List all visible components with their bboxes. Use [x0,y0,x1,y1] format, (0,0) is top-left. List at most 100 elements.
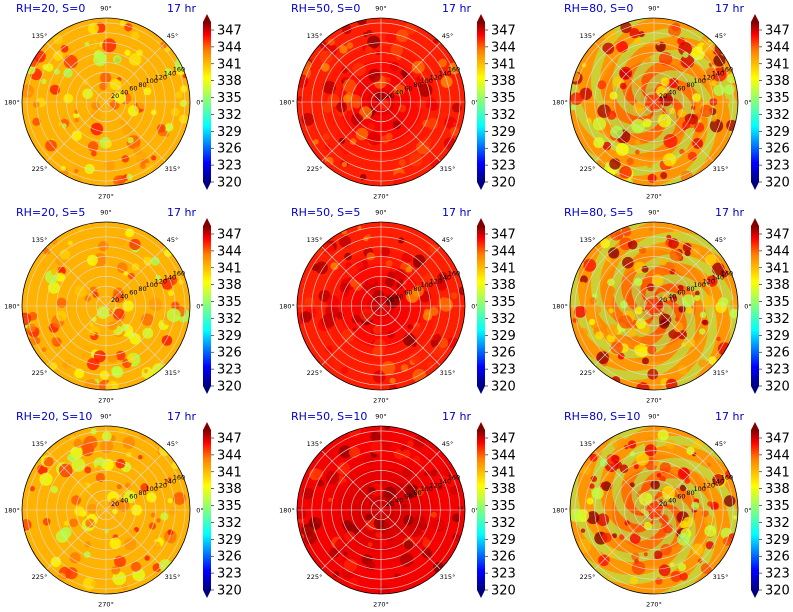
angle-tick-label: 180° [4,303,20,311]
angle-tick-label: 45° [167,236,179,244]
field-blob [384,76,392,84]
field-blob [322,243,335,256]
field-blob [418,83,433,97]
field-blob [304,125,311,132]
polar-panel: 0°45°90°135°180°225°270°315°20 40 60 801001… [552,410,790,609]
angle-tick-label: 135° [307,32,323,40]
field-blob [590,475,598,482]
spiral-band [570,62,677,155]
field-blob [398,159,406,167]
colorbar-tick-label: 323 [217,363,242,378]
field-blob [315,518,322,525]
colorbar-extend-top [203,218,211,226]
field-blob [449,484,460,496]
colorbar-tick-label: 329 [491,125,516,140]
field-blob [351,314,361,324]
field-blob [67,453,76,462]
colorbar-tick-label: 320 [217,584,242,599]
radial-tick-label: 100 [693,485,705,493]
field-blob [429,101,439,111]
field-blob [130,561,142,572]
grid-spoke [46,101,107,162]
field-blob [116,484,122,490]
field-blob [45,139,57,152]
field-blob [607,278,615,287]
field-blob [339,235,352,248]
field-blob [115,350,126,361]
field-blob [413,435,426,448]
colorbar-extend-top [203,422,211,430]
angle-tick-label: 45° [442,236,454,244]
field-blob [609,158,621,170]
field-blob [694,122,705,133]
radial-tick-label: 100 [420,281,432,289]
field-blob [612,440,621,449]
field-blob [658,52,673,66]
radial-tick-label: 120 [430,277,442,285]
colorbar-tick-label: 347 [765,228,790,243]
field-blob [724,98,730,105]
field-blob [678,305,686,313]
field-blob [168,290,174,297]
field-blob [591,487,604,500]
field-blob [701,295,716,309]
field-blob [304,296,315,308]
field-blob [454,516,461,522]
angle-tick-label: 90° [100,5,112,13]
field-blob [92,291,99,298]
field-blob [592,117,607,131]
field-blob [320,63,330,72]
colorbar-tick-label: 338 [217,74,242,89]
field-blob [346,42,354,49]
colorbar-extend-bottom [751,386,759,394]
field-blob [367,542,373,547]
field-blob [322,80,336,94]
field-blob [642,118,652,128]
field-blob [618,315,633,329]
field-blob [405,484,419,498]
grid-spoke [380,246,441,307]
field-blob [341,366,349,374]
field-blob [71,130,82,141]
colorbar-tick-label: 323 [491,159,516,174]
field-blob [628,440,637,449]
radial-tick-label: 160 [173,270,185,278]
field-blob [362,454,374,467]
colorbar-ramp [203,226,211,386]
colorbar-tick-label: 332 [765,108,790,123]
colorbar-tick-label: 347 [491,432,516,447]
colorbar-tick-label: 347 [765,24,790,39]
grid-spoke [321,101,382,162]
colorbar-tick-label: 347 [217,228,242,243]
field-blob [337,465,348,475]
radial-tick-label: 120 [155,73,167,81]
field-blob [111,366,124,378]
field-blob [700,104,713,118]
field-blob [122,436,136,450]
colorbar-tick-label: 344 [491,40,516,55]
field-blob [111,565,121,575]
field-blob [74,506,85,517]
field-blob [65,567,78,580]
colorbar-extend-bottom [477,182,485,190]
field-blob [585,117,592,124]
angle-tick-label: 180° [4,99,20,107]
field-blob [587,99,598,110]
field-blob [142,327,154,339]
radial-tick-label: 160 [721,474,733,482]
field-blob [114,91,126,104]
polar-panel: 0°45°90°135°180°225°270°315°20 40 60 801001… [552,2,790,201]
field-blob [631,118,646,133]
grid-spoke [653,305,714,366]
radial-tick-label: 40 [120,292,128,300]
field-blob [610,125,623,139]
angle-tick-label: 225° [32,573,48,581]
field-blob [124,538,137,551]
angle-tick-label: 90° [100,413,112,421]
field-blob [124,482,131,489]
radial-tick-label: 20 [386,500,394,508]
field-blob [438,58,448,68]
field-blob [411,326,422,337]
colorbar-tick-label: 326 [765,346,790,361]
field-blob [660,172,668,179]
